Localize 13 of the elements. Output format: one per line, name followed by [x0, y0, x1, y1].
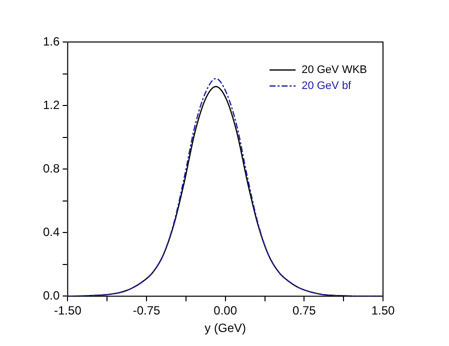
- legend-label: 20 GeV bf: [302, 80, 352, 92]
- y-tick-label: 0.0: [42, 288, 60, 303]
- x-tick-label: -1.50: [54, 304, 82, 318]
- y-tick-label: 1.2: [42, 98, 60, 112]
- x-axis-title: y (GeV): [204, 321, 246, 336]
- x-tick-label: 1.50: [371, 304, 395, 318]
- legend-label: 20 GeV WKB: [302, 64, 368, 76]
- x-tick-label: 0.00: [214, 304, 238, 318]
- y-tick-label: 0.4: [42, 224, 60, 239]
- y-tick-label: 0.8: [42, 161, 60, 176]
- y-tick-label: 1.6: [42, 34, 60, 48]
- x-tick-label: 0.75: [292, 304, 316, 318]
- x-tick-label: -0.75: [132, 304, 161, 318]
